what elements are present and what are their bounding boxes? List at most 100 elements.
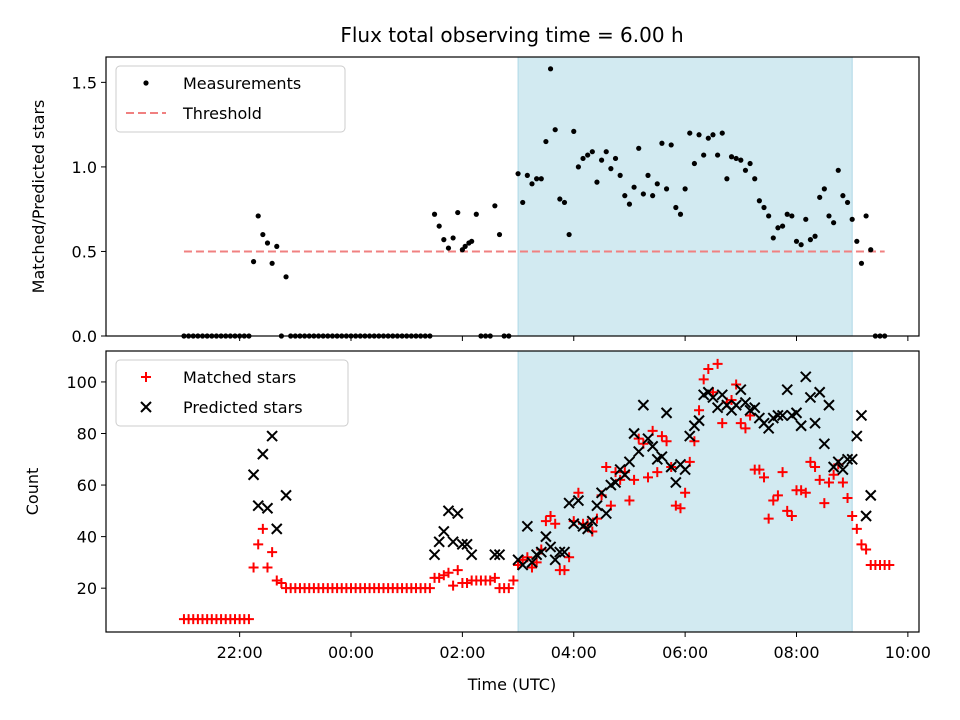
measurement-point xyxy=(863,213,869,219)
predicted-point xyxy=(428,548,441,561)
predicted-point xyxy=(860,510,872,522)
predicted-point xyxy=(452,507,464,520)
measurement-point xyxy=(747,160,753,167)
matched-point xyxy=(253,539,264,550)
legend-label: Predicted stars xyxy=(183,398,303,417)
measurement-point xyxy=(803,216,809,222)
predicted-point xyxy=(581,523,594,535)
measurement-point xyxy=(677,211,684,217)
predicted-point xyxy=(563,497,575,509)
measurement-point xyxy=(640,191,646,197)
predicted-point xyxy=(781,383,793,396)
y-tick-label: 80 xyxy=(77,424,97,443)
legend-label: Threshold xyxy=(182,104,262,123)
y-tick-label: 0.5 xyxy=(72,242,97,261)
predicted-point xyxy=(804,391,817,404)
measurement-point xyxy=(520,199,526,206)
matched-point xyxy=(717,418,728,429)
series-dot xyxy=(181,66,888,339)
measurement-point xyxy=(473,211,479,217)
predicted-point xyxy=(280,489,292,502)
matched-point xyxy=(772,490,783,501)
measurement-point xyxy=(844,199,851,206)
matched-point xyxy=(652,467,663,478)
matched-point xyxy=(675,503,686,514)
matched-point xyxy=(643,472,653,483)
measurement-point xyxy=(450,235,456,241)
measurement-point xyxy=(858,260,865,266)
matched-point xyxy=(759,472,770,483)
predicted-point xyxy=(711,402,724,414)
y-tick-label: 40 xyxy=(77,528,97,547)
axes-frame xyxy=(105,350,920,633)
measurement-point xyxy=(756,198,762,204)
predicted-point xyxy=(656,450,668,463)
measurement-point xyxy=(766,213,772,219)
legend-marker-x xyxy=(140,401,152,413)
measurement-point xyxy=(255,213,261,219)
matched-point xyxy=(828,469,839,480)
measurement-point xyxy=(608,166,614,172)
matched-point xyxy=(814,474,825,485)
legend-label: Matched stars xyxy=(183,368,296,387)
predicted-point xyxy=(558,546,571,558)
matched-point xyxy=(545,510,556,521)
matched-point xyxy=(559,565,570,576)
x-tick-label: 04:00 xyxy=(551,643,597,662)
matched-point xyxy=(837,477,848,488)
measurement-point xyxy=(715,152,721,158)
predicted-point xyxy=(619,469,631,481)
predicted-point xyxy=(261,502,274,514)
measurement-point xyxy=(840,193,846,199)
matched-point xyxy=(550,518,561,529)
predicted-point xyxy=(442,505,455,517)
matched-point xyxy=(768,495,779,506)
measurement-point xyxy=(580,155,586,162)
chart-title: Flux total observing time = 6.00 h xyxy=(340,23,683,47)
legend-box xyxy=(115,65,346,133)
predicted-point xyxy=(609,476,622,489)
predicted-point xyxy=(271,523,283,535)
matched-point xyxy=(800,487,811,498)
legend-label: Measurements xyxy=(183,74,301,93)
predicted-point xyxy=(535,546,547,558)
measurement-point xyxy=(673,204,679,211)
x-tick-label: 10:00 xyxy=(885,643,931,662)
predicted-point xyxy=(832,456,844,468)
matched-point xyxy=(503,583,514,594)
measurement-point xyxy=(682,186,688,192)
predicted-point xyxy=(841,453,854,465)
measurement-point xyxy=(701,152,707,158)
measurement-point xyxy=(733,155,739,162)
predicted-point xyxy=(489,548,501,561)
x-tick-label: 22:00 xyxy=(217,643,263,662)
matched-point xyxy=(777,467,788,478)
measurement-point xyxy=(524,172,530,178)
measurement-point xyxy=(492,203,498,209)
measurement-point xyxy=(622,193,628,199)
y-tick-label: 1.5 xyxy=(72,73,97,92)
legend-marker-plus xyxy=(141,372,151,382)
predicted-point xyxy=(642,432,654,445)
measurement-point xyxy=(659,140,665,146)
matched-point xyxy=(735,418,746,429)
predicted-point xyxy=(670,476,682,489)
predicted-point xyxy=(438,525,450,538)
matched-point xyxy=(851,523,862,534)
measurement-point xyxy=(631,184,637,190)
measurement-point xyxy=(529,181,535,187)
measurement-point xyxy=(561,199,568,206)
predicted-point xyxy=(526,556,538,569)
measurement-point xyxy=(696,132,702,138)
predicted-point xyxy=(790,407,803,419)
predicted-point xyxy=(795,420,807,432)
matched-point xyxy=(782,505,793,516)
measurement-point xyxy=(668,142,674,148)
predicted-point xyxy=(493,548,506,561)
measurement-point xyxy=(789,213,795,219)
measurement-point xyxy=(784,211,790,217)
predicted-point xyxy=(461,538,473,551)
x-tick-label: 06:00 xyxy=(662,643,708,662)
predicted-point xyxy=(660,407,673,419)
predicted-point xyxy=(540,530,552,543)
